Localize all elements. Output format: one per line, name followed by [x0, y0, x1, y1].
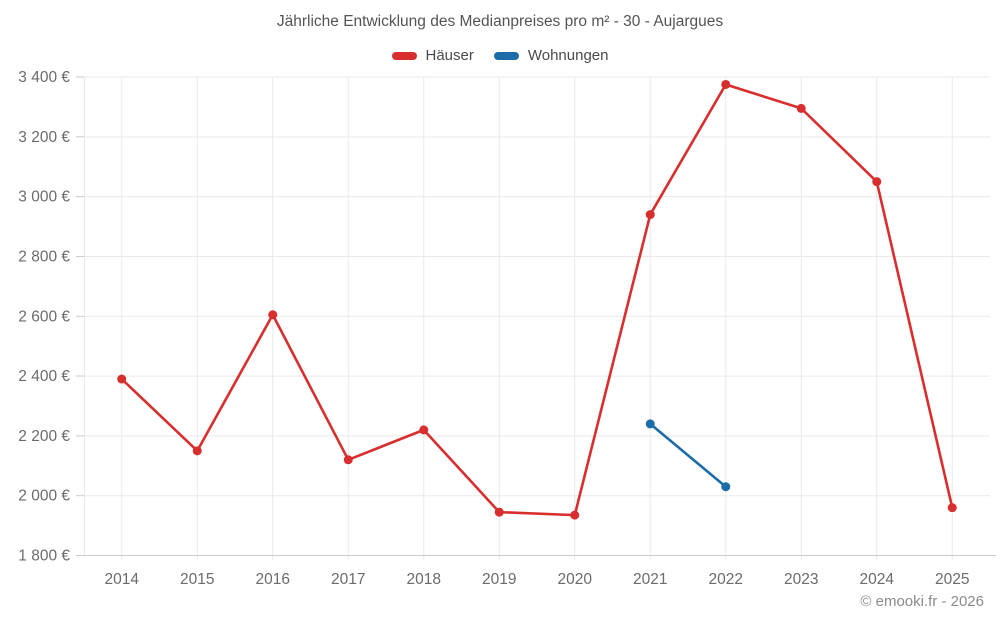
data-point-series0-2025[interactable]	[947, 503, 957, 513]
data-point-series0-2018[interactable]	[419, 425, 429, 435]
copyright-footer: © emooki.fr - 2026	[860, 593, 984, 610]
y-tick-label-3400: 3 400 €	[18, 69, 70, 86]
x-tick-label-2019: 2019	[482, 571, 516, 588]
x-tick-label-2014: 2014	[105, 571, 140, 588]
legend-swatch-haeuser	[391, 51, 417, 60]
data-point-series1-2022[interactable]	[721, 482, 731, 492]
data-point-series0-2023[interactable]	[796, 103, 806, 113]
series-line-1	[648, 422, 728, 489]
y-tick-label-3000: 3 000 €	[18, 189, 70, 206]
chart-legend: Häuser Wohnungen	[0, 47, 1000, 64]
y-tick-label-2600: 2 600 €	[18, 308, 70, 325]
data-point-series0-2017[interactable]	[343, 455, 353, 465]
x-tick-label-2016: 2016	[256, 571, 290, 588]
x-tick-label-2020: 2020	[558, 571, 593, 588]
x-tick-label-2024: 2024	[860, 571, 895, 588]
data-point-series0-2019[interactable]	[494, 507, 504, 517]
x-tick-label-2017: 2017	[331, 571, 365, 588]
series-line-0	[120, 83, 954, 517]
legend-label-wohnungen: Wohnungen	[527, 47, 609, 64]
y-tick-label-2000: 2 000 €	[18, 488, 70, 505]
legend-label-haeuser: Häuser	[425, 47, 474, 64]
chart-title: Jährliche Entwicklung des Medianpreises …	[276, 13, 724, 30]
x-tick-label-2023: 2023	[784, 571, 818, 588]
legend-item-haeuser[interactable]: Häuser	[391, 47, 474, 64]
data-point-series0-2015[interactable]	[192, 446, 202, 456]
data-point-series0-2022[interactable]	[721, 79, 731, 89]
legend-item-wohnungen[interactable]: Wohnungen	[493, 47, 609, 64]
x-tick-label-2025: 2025	[935, 571, 969, 588]
x-tick-label-2018: 2018	[407, 571, 441, 588]
legend-swatch-wohnungen	[493, 51, 519, 60]
data-point-series0-2021[interactable]	[645, 210, 655, 220]
x-tick-label-2021: 2021	[633, 571, 667, 588]
data-point-series0-2016[interactable]	[268, 310, 278, 320]
x-tick-label-2015: 2015	[180, 571, 214, 588]
y-tick-label-2200: 2 200 €	[18, 428, 70, 445]
data-point-series0-2014[interactable]	[117, 374, 127, 384]
y-tick-label-2400: 2 400 €	[18, 368, 70, 385]
data-point-series0-2024[interactable]	[872, 177, 882, 187]
data-point-series0-2020[interactable]	[570, 510, 580, 520]
y-tick-label-2800: 2 800 €	[18, 248, 70, 265]
x-tick-label-2022: 2022	[709, 571, 743, 588]
y-tick-label-3200: 3 200 €	[18, 129, 70, 146]
y-tick-label-1800: 1 800 €	[18, 548, 70, 565]
data-point-series1-2021[interactable]	[645, 419, 655, 429]
